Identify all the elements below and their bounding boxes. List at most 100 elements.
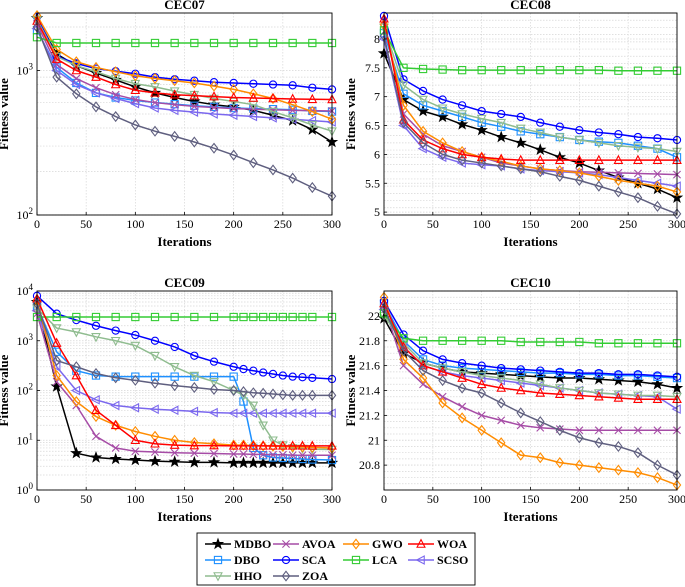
data-point [72,74,81,83]
series-line-dbo [383,32,678,158]
x-tick-label: 100 [473,217,491,231]
data-point [308,105,317,118]
data-point [308,451,317,460]
data-point [653,471,662,484]
legend-marker [351,538,361,550]
data-point [268,388,278,400]
data-point [268,93,278,103]
data-point [536,366,545,375]
data-point [111,90,120,99]
data-point [188,107,199,118]
data-point [277,440,288,450]
chart-title: CEC09 [164,275,205,290]
data-point [228,440,239,450]
x-tick-label: 200 [225,217,243,231]
data-point [633,467,643,479]
data-point [129,402,140,413]
data-point [51,53,62,63]
data-point [477,411,486,420]
data-point [248,92,259,102]
data-point [268,453,278,462]
series-line-lca [383,312,677,344]
data-point [297,440,308,450]
data-point [268,312,278,322]
series-line-hho [36,307,333,451]
y-tick-label: 6.5 [365,119,380,133]
x-tick-label: 100 [473,492,491,506]
data-point [614,174,623,186]
data-point [288,372,297,381]
data-point [109,452,122,465]
data-point [652,393,663,403]
data-point [457,154,467,166]
data-point [51,337,62,347]
data-point [633,169,642,178]
data-point [516,160,526,172]
data-point [497,65,506,75]
data-point [633,132,643,142]
data-point [72,395,81,408]
y-tick-label: 21 [368,433,380,447]
series-line-mdbo [383,53,678,199]
data-point [653,339,662,348]
data-point [91,101,101,113]
legend-entry-hho: HHO [205,569,262,583]
series-gwo [32,294,337,454]
data-point [129,453,142,466]
data-point [438,374,447,387]
data-point [574,136,585,146]
data-point [131,330,140,340]
legend-marker [213,555,223,565]
data-point [614,186,623,198]
data-point [574,386,585,397]
series-line-dbo [383,303,678,379]
data-point [287,93,298,103]
legend-marker [213,572,223,582]
x-tick-label: 0 [381,217,387,231]
data-point [496,153,507,163]
data-point [239,449,248,458]
data-point [91,367,101,380]
data-point [653,426,662,435]
data-point [594,462,604,474]
data-point [190,38,199,48]
data-point [287,114,298,124]
data-point [418,372,428,384]
data-point [555,424,565,436]
data-point [268,369,278,379]
series-line-avoa [36,23,333,112]
data-point [307,93,318,104]
data-point [70,446,83,459]
data-point [633,426,642,435]
x-tick-label: 300 [323,217,341,231]
series-line-woa [383,303,677,400]
data-point [91,312,101,322]
data-point [91,333,101,343]
data-point [189,371,200,382]
data-point [455,117,469,130]
data-point [52,369,61,382]
data-point [555,122,564,131]
data-point [131,119,140,131]
data-point [308,312,317,322]
data-point [268,440,278,450]
data-point [169,439,180,449]
y-tick-label: 20.8 [359,458,380,472]
series-zoa [379,30,682,220]
data-point [457,368,468,378]
data-point [209,357,219,366]
data-point [188,455,201,468]
data-point [399,345,408,357]
series-hho [379,312,682,403]
x-axis-label: Iterations [503,509,557,524]
data-point [209,377,219,388]
series-lca [32,33,337,48]
data-point [287,408,297,419]
data-point [151,448,159,457]
data-point [554,154,565,164]
data-point [671,404,681,415]
data-point [71,64,82,75]
data-point [268,38,278,48]
x-tick-label: 150 [176,492,194,506]
y-tick-label: 22 [368,309,380,323]
